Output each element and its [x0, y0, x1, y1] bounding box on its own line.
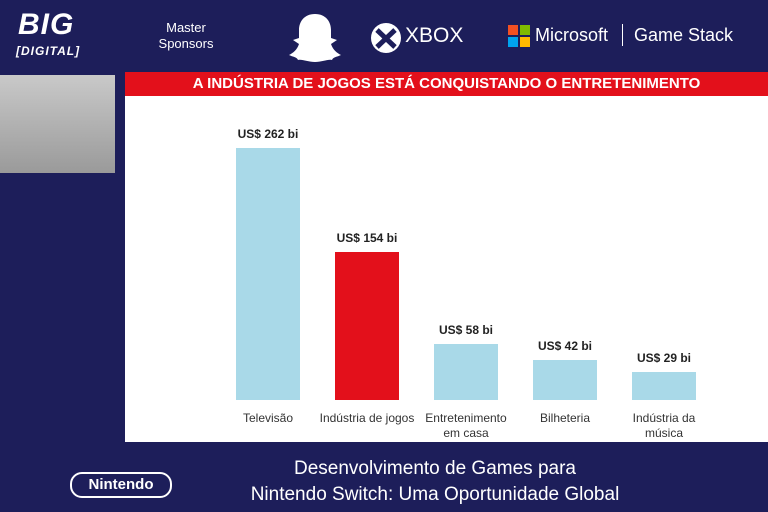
- logo: BIG: [18, 8, 75, 41]
- sponsor-name: XBOX: [405, 24, 464, 47]
- chart-title: A INDÚSTRIA DE JOGOS ESTÁ CONQUISTANDO O…: [192, 75, 701, 92]
- data-label: US$ 42 bi: [537, 338, 593, 353]
- data-label: US$ 154 bi: [336, 230, 398, 245]
- x-tick-label: Bilheteria: [539, 411, 591, 425]
- bar: [335, 251, 399, 400]
- bar: [533, 359, 597, 400]
- data-label: US$ 58 bi: [438, 323, 494, 338]
- bar: [632, 372, 696, 400]
- logo-sub: [DIGITAL]: [16, 44, 81, 58]
- x-tick-label: Indústria de jogos: [319, 411, 415, 425]
- nintendo-logo: Nintendo: [70, 472, 172, 498]
- sponsor-name: Game Stack: [634, 25, 734, 45]
- data-label: US$ 29 bi: [636, 351, 692, 366]
- sponsor-label: Master Sponsors: [158, 20, 214, 51]
- x-tick-label: Indústria da música: [632, 411, 696, 440]
- microsoft-icon: [508, 25, 530, 47]
- xbox-icon: [371, 23, 401, 53]
- footer-title: Nintendo Switch: Uma Oportunidade Global: [250, 484, 620, 505]
- x-tick-label: Televisão: [242, 411, 294, 425]
- data-label: US$ 262 bi: [237, 127, 299, 141]
- bar: [236, 148, 300, 400]
- snapchat-icon: [289, 14, 341, 62]
- sponsor-name: Microsoft: [535, 25, 609, 45]
- footer-title: Desenvolvimento de Games para: [294, 458, 576, 479]
- webcam: [0, 75, 115, 173]
- divider: [622, 24, 623, 46]
- title-banner: [125, 72, 768, 96]
- x-tick-label: Entretenimento em casa: [425, 411, 507, 440]
- bar: [434, 344, 498, 400]
